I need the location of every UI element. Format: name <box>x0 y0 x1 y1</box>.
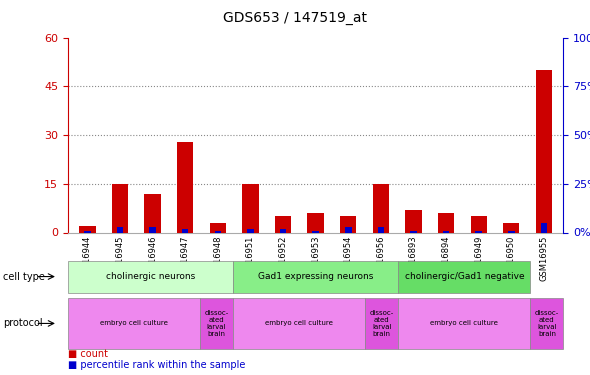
Bar <box>373 184 389 232</box>
Bar <box>117 226 123 232</box>
Text: embryo cell culture: embryo cell culture <box>100 320 168 326</box>
Bar <box>540 223 547 232</box>
Bar <box>209 223 226 232</box>
Text: cholinergic neurons: cholinergic neurons <box>106 272 195 281</box>
Bar <box>247 229 254 232</box>
Bar <box>476 231 482 232</box>
Bar <box>149 226 156 232</box>
Text: protocol: protocol <box>3 318 42 328</box>
Text: embryo cell culture: embryo cell culture <box>265 320 333 326</box>
Bar <box>345 226 352 232</box>
Text: ■ percentile rank within the sample: ■ percentile rank within the sample <box>68 360 245 369</box>
Bar <box>378 226 384 232</box>
Text: dissoc-
ated
larval
brain: dissoc- ated larval brain <box>369 310 394 337</box>
Text: dissoc-
ated
larval
brain: dissoc- ated larval brain <box>535 310 559 337</box>
Bar <box>312 231 319 232</box>
Text: Gad1 expressing neurons: Gad1 expressing neurons <box>258 272 373 281</box>
Bar <box>405 210 422 232</box>
Text: GDS653 / 147519_at: GDS653 / 147519_at <box>223 11 367 25</box>
Bar <box>79 226 96 232</box>
Bar <box>145 194 160 232</box>
Text: cholinergic/Gad1 negative: cholinergic/Gad1 negative <box>405 272 524 281</box>
Bar <box>340 216 356 232</box>
Bar <box>443 231 450 232</box>
Text: cell type: cell type <box>3 272 45 282</box>
Bar <box>242 184 258 232</box>
Bar <box>503 223 519 232</box>
Text: dissoc-
ated
larval
brain: dissoc- ated larval brain <box>204 310 229 337</box>
Bar <box>307 213 324 232</box>
Text: embryo cell culture: embryo cell culture <box>430 320 499 326</box>
Bar <box>215 231 221 232</box>
Bar <box>410 231 417 232</box>
Bar <box>470 216 487 232</box>
Bar <box>182 229 188 232</box>
Bar <box>112 184 128 232</box>
Bar <box>84 231 91 232</box>
Bar <box>508 231 514 232</box>
Bar <box>438 213 454 232</box>
Bar <box>280 229 286 232</box>
Bar <box>177 141 194 232</box>
Text: ■ count: ■ count <box>68 350 108 359</box>
Bar <box>275 216 291 232</box>
Bar <box>536 70 552 232</box>
